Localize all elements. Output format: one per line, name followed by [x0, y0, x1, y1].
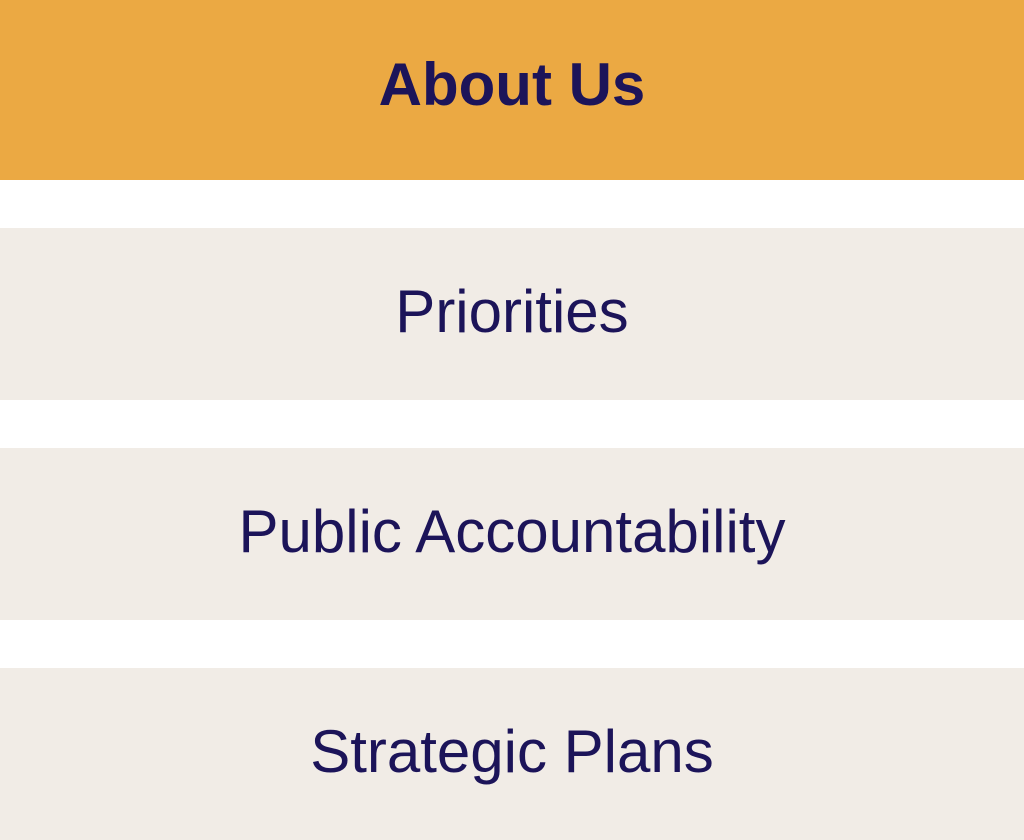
menu-item-public-accountability[interactable]: Public Accountability	[0, 448, 1024, 620]
section-title: About Us	[378, 50, 646, 118]
menu-item-label: Public Accountability	[238, 497, 786, 565]
menu-item-strategic-plans[interactable]: Strategic Plans	[0, 668, 1024, 840]
section-header: About Us	[0, 0, 1024, 180]
menu-item-label: Priorities	[395, 277, 629, 345]
menu-item-label: Strategic Plans	[310, 717, 714, 785]
menu-item-priorities[interactable]: Priorities	[0, 228, 1024, 400]
